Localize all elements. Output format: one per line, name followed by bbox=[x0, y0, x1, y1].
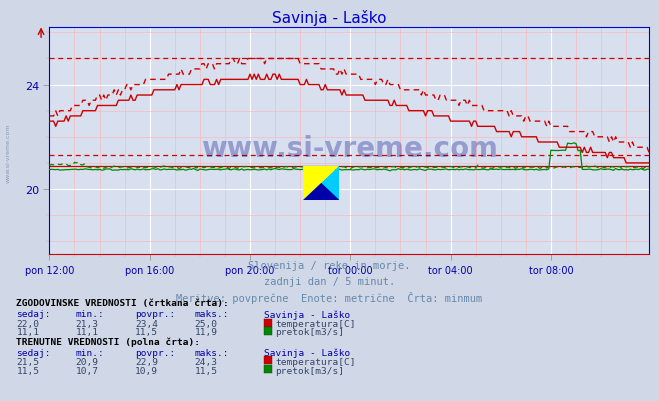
Text: 11,9: 11,9 bbox=[194, 328, 217, 336]
Text: 10,7: 10,7 bbox=[76, 366, 99, 375]
Text: 23,4: 23,4 bbox=[135, 319, 158, 328]
Text: sedaj:: sedaj: bbox=[16, 310, 51, 318]
Text: 11,5: 11,5 bbox=[194, 366, 217, 375]
Text: Savinja - Laško: Savinja - Laško bbox=[264, 348, 350, 357]
Text: 11,5: 11,5 bbox=[16, 366, 40, 375]
Text: pretok[m3/s]: pretok[m3/s] bbox=[275, 328, 345, 336]
Text: zadnji dan / 5 minut.: zadnji dan / 5 minut. bbox=[264, 276, 395, 286]
Text: ZGODOVINSKE VREDNOSTI (črtkana črta):: ZGODOVINSKE VREDNOSTI (črtkana črta): bbox=[16, 299, 229, 308]
Text: TRENUTNE VREDNOSTI (polna črta):: TRENUTNE VREDNOSTI (polna črta): bbox=[16, 337, 200, 346]
Text: 24,3: 24,3 bbox=[194, 357, 217, 366]
Text: 11,1: 11,1 bbox=[76, 328, 99, 336]
Text: sedaj:: sedaj: bbox=[16, 348, 51, 356]
Text: 11,5: 11,5 bbox=[135, 328, 158, 336]
Text: 11,1: 11,1 bbox=[16, 328, 40, 336]
Text: min.:: min.: bbox=[76, 348, 105, 356]
Text: maks.:: maks.: bbox=[194, 310, 229, 318]
Text: 20,9: 20,9 bbox=[76, 357, 99, 366]
Text: 21,3: 21,3 bbox=[76, 319, 99, 328]
Text: Savinja - Laško: Savinja - Laško bbox=[272, 10, 387, 26]
Text: Meritve: povprečne  Enote: metrične  Črta: minmum: Meritve: povprečne Enote: metrične Črta:… bbox=[177, 291, 482, 303]
Text: 25,0: 25,0 bbox=[194, 319, 217, 328]
Polygon shape bbox=[303, 184, 339, 200]
Text: Savinja - Laško: Savinja - Laško bbox=[264, 310, 350, 319]
Text: www.si-vreme.com: www.si-vreme.com bbox=[5, 123, 11, 182]
Text: min.:: min.: bbox=[76, 310, 105, 318]
Text: 22,0: 22,0 bbox=[16, 319, 40, 328]
Text: 10,9: 10,9 bbox=[135, 366, 158, 375]
Text: www.si-vreme.com: www.si-vreme.com bbox=[201, 134, 498, 162]
Text: pretok[m3/s]: pretok[m3/s] bbox=[275, 366, 345, 375]
Polygon shape bbox=[303, 166, 339, 200]
Text: temperatura[C]: temperatura[C] bbox=[275, 319, 356, 328]
Polygon shape bbox=[303, 166, 339, 200]
Text: 22,9: 22,9 bbox=[135, 357, 158, 366]
Text: temperatura[C]: temperatura[C] bbox=[275, 357, 356, 366]
Text: Slovenija / reke in morje.: Slovenija / reke in morje. bbox=[248, 261, 411, 271]
Text: maks.:: maks.: bbox=[194, 348, 229, 356]
Text: povpr.:: povpr.: bbox=[135, 348, 175, 356]
Text: 21,5: 21,5 bbox=[16, 357, 40, 366]
Text: povpr.:: povpr.: bbox=[135, 310, 175, 318]
